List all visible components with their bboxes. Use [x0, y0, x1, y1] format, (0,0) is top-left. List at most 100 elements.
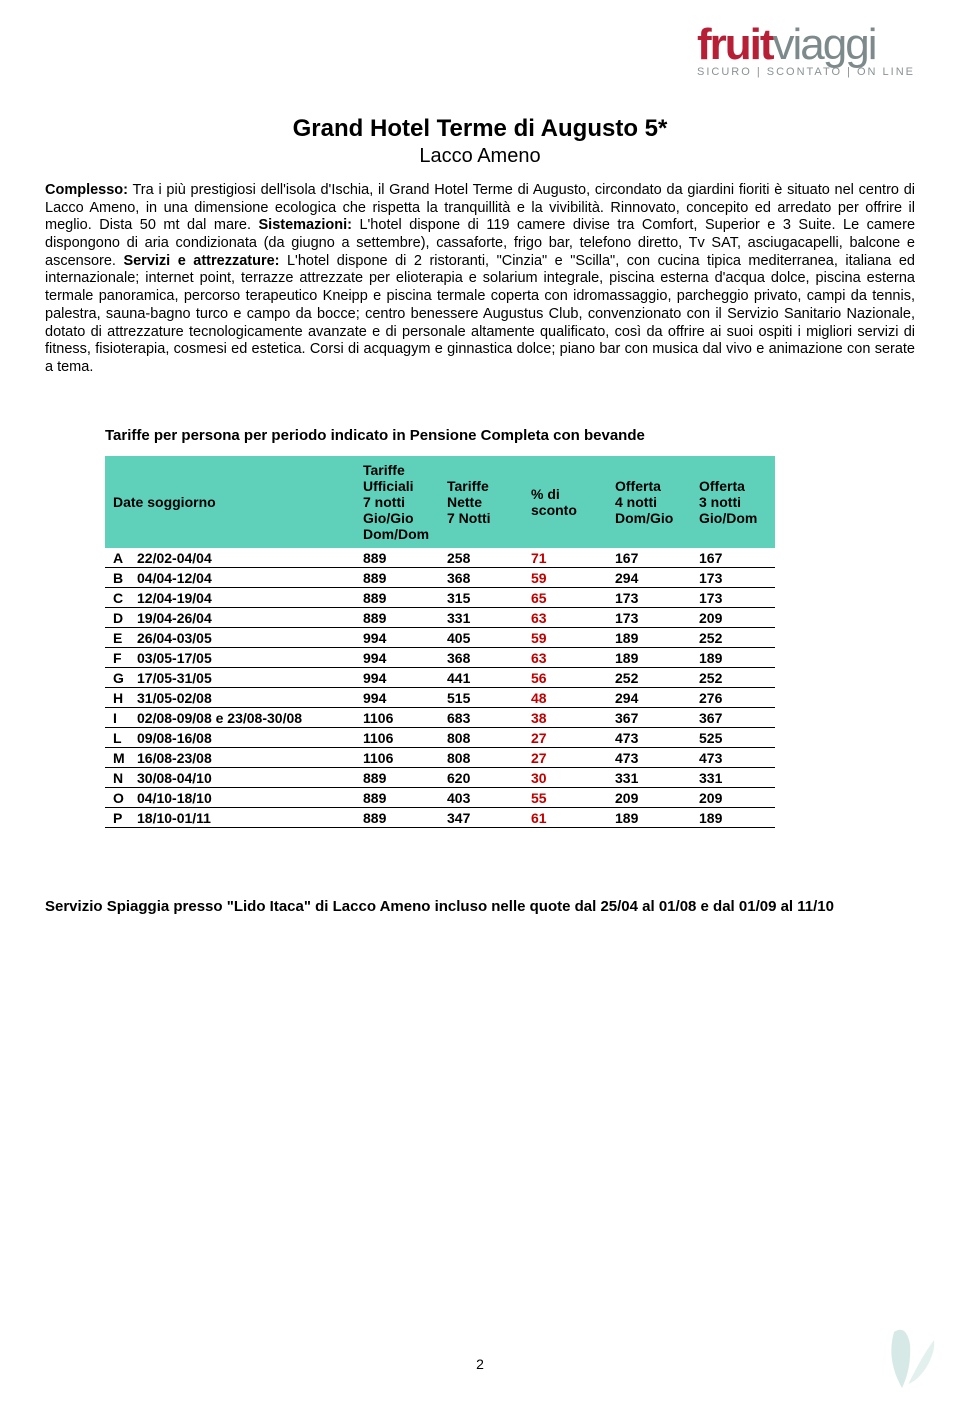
table-row: A22/02-04/0488925871167167	[105, 548, 775, 568]
cell-nette: 368	[439, 647, 523, 667]
table-row: N30/08-04/1088962030331331	[105, 767, 775, 787]
cell-off3: 173	[691, 567, 775, 587]
table-row: H31/05-02/0899451548294276	[105, 687, 775, 707]
cell-off3: 276	[691, 687, 775, 707]
page-title: Grand Hotel Terme di Augusto 5*	[45, 115, 915, 143]
page-number: 2	[0, 1356, 960, 1372]
tariff-table: Date soggiorno Tariffe Ufficiali 7 notti…	[105, 456, 775, 828]
cell-nette: 331	[439, 607, 523, 627]
cell-date: 17/05-31/05	[129, 667, 355, 687]
cell-off3: 525	[691, 727, 775, 747]
cell-nette: 515	[439, 687, 523, 707]
cell-code: H	[105, 687, 129, 707]
cell-off3: 189	[691, 647, 775, 667]
cell-off3: 209	[691, 787, 775, 807]
cell-sconto: 59	[523, 567, 607, 587]
cell-off3: 252	[691, 667, 775, 687]
table-row: D19/04-26/0488933163173209	[105, 607, 775, 627]
col-header-off4: Offerta 4 notti Dom/Gio	[607, 456, 691, 548]
cell-ufficiali: 1106	[355, 727, 439, 747]
cell-nette: 403	[439, 787, 523, 807]
table-row: C12/04-19/0488931565173173	[105, 587, 775, 607]
table-row: B04/04-12/0488936859294173	[105, 567, 775, 587]
tariff-table-body: A22/02-04/0488925871167167B04/04-12/0488…	[105, 548, 775, 828]
cell-date: 30/08-04/10	[129, 767, 355, 787]
cell-off4: 189	[607, 627, 691, 647]
cell-sconto: 30	[523, 767, 607, 787]
cell-sconto: 61	[523, 807, 607, 827]
table-row: I02/08-09/08 e 23/08-30/0811066833836736…	[105, 707, 775, 727]
cell-off4: 473	[607, 747, 691, 767]
table-row: F03/05-17/0599436863189189	[105, 647, 775, 667]
col-header-ufficiali: Tariffe Ufficiali 7 notti Gio/Gio Dom/Do…	[355, 456, 439, 548]
table-row: M16/08-23/08110680827473473	[105, 747, 775, 767]
cell-date: 02/08-09/08 e 23/08-30/08	[129, 707, 355, 727]
cell-off3: 367	[691, 707, 775, 727]
cell-nette: 683	[439, 707, 523, 727]
cell-off4: 294	[607, 687, 691, 707]
cell-nette: 347	[439, 807, 523, 827]
cell-off4: 331	[607, 767, 691, 787]
col-header-off3: Offerta 3 notti Gio/Dom	[691, 456, 775, 548]
cell-off4: 367	[607, 707, 691, 727]
cell-nette: 258	[439, 548, 523, 568]
cell-ufficiali: 889	[355, 607, 439, 627]
cell-date: 22/02-04/04	[129, 548, 355, 568]
table-row: O04/10-18/1088940355209209	[105, 787, 775, 807]
cell-date: 16/08-23/08	[129, 747, 355, 767]
cell-sconto: 56	[523, 667, 607, 687]
cell-ufficiali: 889	[355, 767, 439, 787]
cell-date: 18/10-01/11	[129, 807, 355, 827]
cell-sconto: 59	[523, 627, 607, 647]
cell-off3: 252	[691, 627, 775, 647]
cell-ufficiali: 1106	[355, 707, 439, 727]
table-row: E26/04-03/0599440559189252	[105, 627, 775, 647]
cell-off3: 473	[691, 747, 775, 767]
cell-ufficiali: 889	[355, 587, 439, 607]
cell-sconto: 27	[523, 747, 607, 767]
cell-ufficiali: 1106	[355, 747, 439, 767]
body-label-2: Sistemazioni:	[259, 217, 352, 233]
cell-sconto: 48	[523, 687, 607, 707]
cell-off4: 294	[607, 567, 691, 587]
cell-off4: 189	[607, 807, 691, 827]
cell-sconto: 27	[523, 727, 607, 747]
cell-off3: 331	[691, 767, 775, 787]
body-label-3: Servizi e attrezzature:	[123, 253, 279, 269]
cell-ufficiali: 994	[355, 667, 439, 687]
cell-nette: 441	[439, 667, 523, 687]
cell-date: 12/04-19/04	[129, 587, 355, 607]
logo-tagline: SICURO | SCONTATO | ON LINE	[697, 66, 915, 78]
table-row: L09/08-16/08110680827473525	[105, 727, 775, 747]
cell-ufficiali: 889	[355, 787, 439, 807]
col-header-date: Date soggiorno	[105, 456, 355, 548]
table-title: Tariffe per persona per periodo indicato…	[45, 427, 915, 444]
cell-code: N	[105, 767, 129, 787]
cell-off4: 167	[607, 548, 691, 568]
cell-code: O	[105, 787, 129, 807]
cell-off4: 173	[607, 607, 691, 627]
cell-date: 03/05-17/05	[129, 647, 355, 667]
cell-code: P	[105, 807, 129, 827]
table-row: P18/10-01/1188934761189189	[105, 807, 775, 827]
table-row: G17/05-31/0599444156252252	[105, 667, 775, 687]
cell-nette: 808	[439, 727, 523, 747]
cell-code: A	[105, 548, 129, 568]
cell-ufficiali: 994	[355, 647, 439, 667]
logo: fruitviaggi SICURO | SCONTATO | ON LINE	[697, 20, 915, 78]
body-label-1: Complesso:	[45, 182, 128, 198]
col-header-nette: Tariffe Nette 7 Notti	[439, 456, 523, 548]
cell-ufficiali: 889	[355, 548, 439, 568]
cell-off4: 173	[607, 587, 691, 607]
cell-code: D	[105, 607, 129, 627]
logo-word-1: fruit	[697, 20, 773, 69]
body-paragraph: Complesso: Tra i più prestigiosi dell'is…	[45, 182, 915, 377]
cell-code: I	[105, 707, 129, 727]
cell-date: 09/08-16/08	[129, 727, 355, 747]
cell-ufficiali: 994	[355, 687, 439, 707]
cell-date: 04/04-12/04	[129, 567, 355, 587]
cell-code: M	[105, 747, 129, 767]
body-text-3: L'hotel dispone di 2 ristoranti, "Cinzia…	[45, 253, 915, 375]
cell-ufficiali: 994	[355, 627, 439, 647]
document-page: fruitviaggi SICURO | SCONTATO | ON LINE …	[0, 0, 960, 1412]
